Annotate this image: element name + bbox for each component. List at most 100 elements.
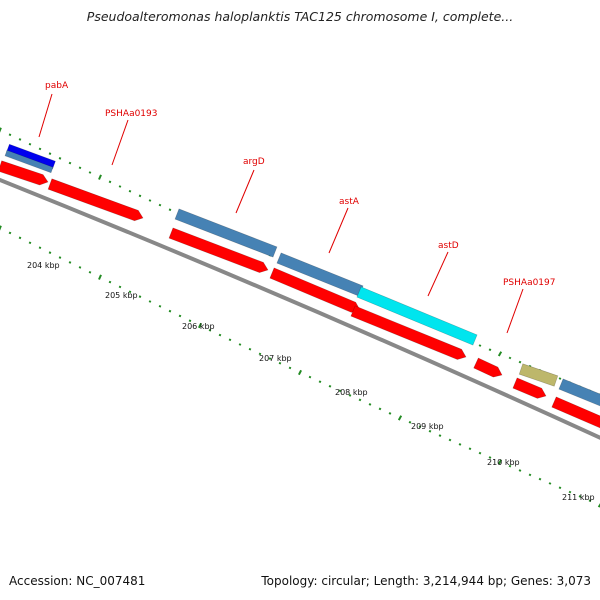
inner-tick-57 (568, 490, 572, 494)
inner-tick-45 (448, 438, 452, 442)
gene-label-PSHAa0193[interactable]: PSHAa0193 (105, 109, 157, 119)
outer-tick-48 (478, 344, 482, 347)
outer-tick-56 (558, 377, 562, 380)
inner-tick-27 (268, 357, 272, 360)
inner-tick-2 (18, 236, 22, 240)
gene-bar-astA (276, 252, 364, 297)
kbp-label-207: 207 kbp (259, 354, 292, 363)
gene-bar-argD (174, 208, 278, 258)
inner-tick-33 (328, 384, 332, 388)
accession-text: Accession: NC_007481 (9, 574, 146, 588)
outer-tick-2 (18, 138, 22, 141)
inner-tick-43 (428, 429, 432, 433)
cds-arrow-argD (168, 227, 269, 273)
inner-tick-3 (28, 241, 32, 245)
inner-tick-row (0, 225, 600, 508)
inner-tick-31 (308, 375, 312, 379)
outer-tick-8 (78, 166, 82, 170)
inner-tick-16 (158, 304, 162, 308)
gene-bar-PSHAa0197 (518, 363, 559, 387)
inner-tick-17 (168, 309, 172, 313)
cds-arrow-small (473, 357, 503, 378)
gene-label-argD[interactable]: argD (243, 157, 265, 167)
kbp-label-209: 209 kbp (411, 422, 444, 431)
outer-tick-7 (68, 161, 72, 165)
inner-tick-39 (388, 412, 392, 415)
inner-tick-26 (258, 352, 262, 356)
gene-label-pabA[interactable]: pabA (45, 81, 69, 91)
outer-tick-49 (488, 348, 492, 352)
inner-tick-5 (48, 251, 52, 254)
inner-tick-59 (588, 499, 592, 503)
inner-tick-32 (318, 380, 322, 384)
inner-tick-9 (88, 270, 92, 274)
outer-tick-16 (158, 203, 162, 207)
inner-tick-25 (248, 347, 252, 351)
gene-label-astD[interactable]: astD (438, 241, 459, 251)
gene-bar-astD (356, 286, 478, 346)
inner-tick-8 (78, 266, 82, 269)
inner-tick-18 (178, 314, 182, 318)
feature-track (0, 143, 600, 429)
inner-tick-24 (238, 343, 242, 346)
inner-tick-23 (228, 338, 232, 342)
inner-tick-58 (578, 495, 582, 498)
outer-tick-17 (168, 208, 172, 212)
inner-tick-29 (288, 366, 292, 370)
cds-arrow-next (551, 396, 600, 429)
outer-tick-6 (58, 157, 62, 160)
outer-tick-1 (8, 133, 12, 137)
inner-tick-49 (488, 456, 492, 459)
outer-tick-14 (138, 194, 142, 198)
backbone-line (0, 177, 600, 440)
inner-tick-4 (38, 246, 42, 250)
inner-tick-42 (418, 425, 422, 429)
inner-tick-28 (278, 361, 282, 365)
inner-tick-12 (118, 285, 122, 289)
inner-tick-55 (548, 482, 552, 485)
inner-tick-44 (438, 434, 442, 437)
outer-tick-0 (0, 127, 2, 133)
kbp-label-208: 208 kbp (335, 388, 368, 397)
inner-tick-52 (518, 469, 522, 472)
inner-tick-34 (338, 389, 342, 393)
cds-arrow-PSHAa0197 (512, 377, 547, 399)
inner-tick-11 (108, 280, 112, 284)
inner-tick-56 (558, 486, 562, 490)
outer-tick-12 (118, 185, 122, 188)
inner-tick-1 (8, 231, 12, 235)
cds-arrow-astD (350, 305, 467, 360)
gene-label-astA[interactable]: astA (339, 197, 360, 207)
inner-tick-20 (198, 322, 202, 329)
inner-tick-60 (597, 503, 600, 508)
outer-tick-15 (148, 199, 152, 202)
inner-tick-46 (458, 443, 462, 446)
inner-tick-7 (68, 261, 72, 264)
inner-tick-38 (378, 407, 382, 411)
outer-tick-50 (497, 351, 503, 357)
cds-arrow-astA (269, 267, 361, 313)
inner-tick-48 (478, 451, 482, 455)
inner-tick-19 (188, 319, 192, 323)
genome-summary-text: Topology: circular; Length: 3,214,944 bp… (261, 574, 591, 588)
kbp-label-210: 210 kbp (487, 458, 520, 467)
kbp-label-205: 205 kbp (105, 291, 138, 300)
outer-tick-3 (28, 142, 32, 146)
outer-tick-52 (518, 360, 522, 364)
kbp-label-211: 211 kbp (562, 493, 595, 502)
outer-tick-10 (98, 174, 102, 180)
outer-tick-11 (108, 180, 112, 184)
backbone-track (0, 177, 600, 440)
inner-tick-37 (368, 403, 372, 406)
inner-tick-41 (408, 420, 412, 424)
gene-bar-pabA (4, 149, 54, 174)
inner-tick-36 (358, 398, 362, 402)
inner-tick-14 (138, 295, 142, 298)
inner-tick-51 (508, 464, 512, 468)
inner-tick-22 (218, 333, 222, 337)
inner-tick-30 (298, 369, 302, 376)
gene-label-PSHAa0197[interactable]: PSHAa0197 (503, 278, 555, 288)
inner-tick-10 (98, 274, 102, 280)
outer-tick-5 (48, 152, 52, 155)
inner-tick-53 (528, 473, 532, 477)
